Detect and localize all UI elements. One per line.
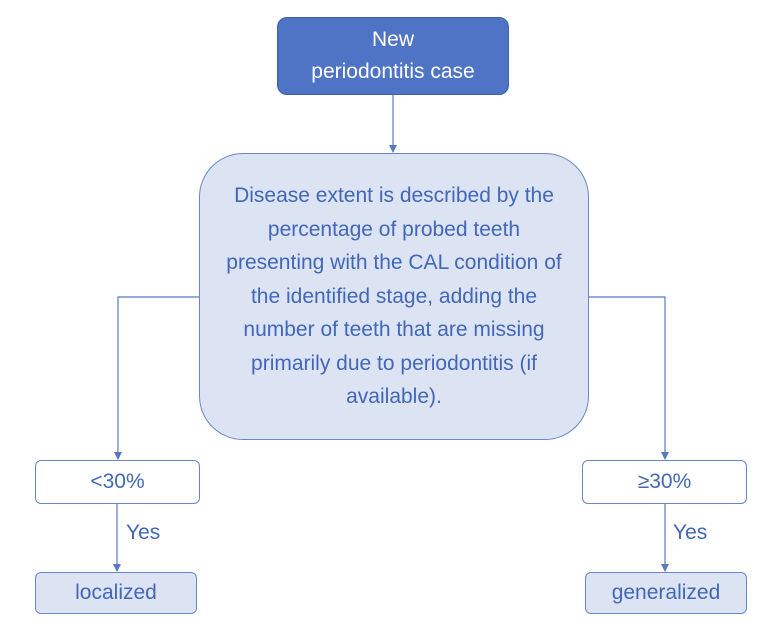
generalized-outcome-node: generalized xyxy=(585,572,747,614)
localized-outcome-label: localized xyxy=(75,581,157,604)
right-edge-label: Yes xyxy=(673,521,708,544)
left-condition-label: <30% xyxy=(90,470,145,493)
left-condition-node: <30% xyxy=(35,460,200,504)
localized-outcome-node: localized xyxy=(35,572,197,614)
generalized-outcome-label: generalized xyxy=(611,581,721,604)
start-node: New periodontitis case xyxy=(277,17,509,95)
decision-node-label: Disease extent is described by the perce… xyxy=(226,184,562,409)
start-node-label: New periodontitis case xyxy=(311,28,475,83)
decision-node: Disease extent is described by the perce… xyxy=(199,153,589,440)
left-edge-label: Yes xyxy=(126,521,161,544)
connector-decision-to-left-condition xyxy=(114,296,199,460)
right-condition-node: ≥30% xyxy=(582,460,747,504)
right-condition-label: ≥30% xyxy=(637,470,692,493)
connector-decision-to-right-condition xyxy=(589,296,669,460)
